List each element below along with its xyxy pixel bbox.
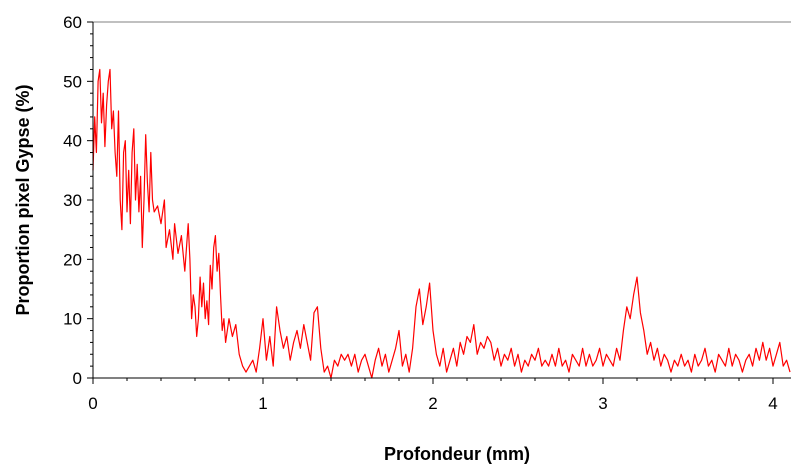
y-axis-title: Proportion pixel Gypse (%): [13, 84, 33, 315]
plot-area: 0 10 20 30 40 50 60 0 1 2 3 4: [63, 13, 791, 413]
y-axis-ticks: 0 10 20 30 40 50 60: [63, 13, 93, 388]
x-tick-label: 0: [88, 394, 97, 413]
x-axis-title: Profondeur (mm): [384, 444, 530, 464]
y-tick-label: 30: [63, 191, 82, 210]
x-tick-label: 3: [598, 394, 607, 413]
y-tick-label: 20: [63, 250, 82, 269]
y-tick-label: 50: [63, 72, 82, 91]
y-tick-label: 10: [63, 310, 82, 329]
series-layer: [92, 68, 791, 379]
y-tick-label: 40: [63, 132, 82, 151]
y-tick-label: 0: [73, 369, 82, 388]
series-line: [92, 68, 791, 379]
y-tick-label: 60: [63, 13, 82, 32]
x-axis-ticks: 0 1 2 3 4: [88, 378, 778, 413]
x-tick-label: 1: [258, 394, 267, 413]
x-tick-label: 2: [428, 394, 437, 413]
x-tick-label: 4: [768, 394, 777, 413]
